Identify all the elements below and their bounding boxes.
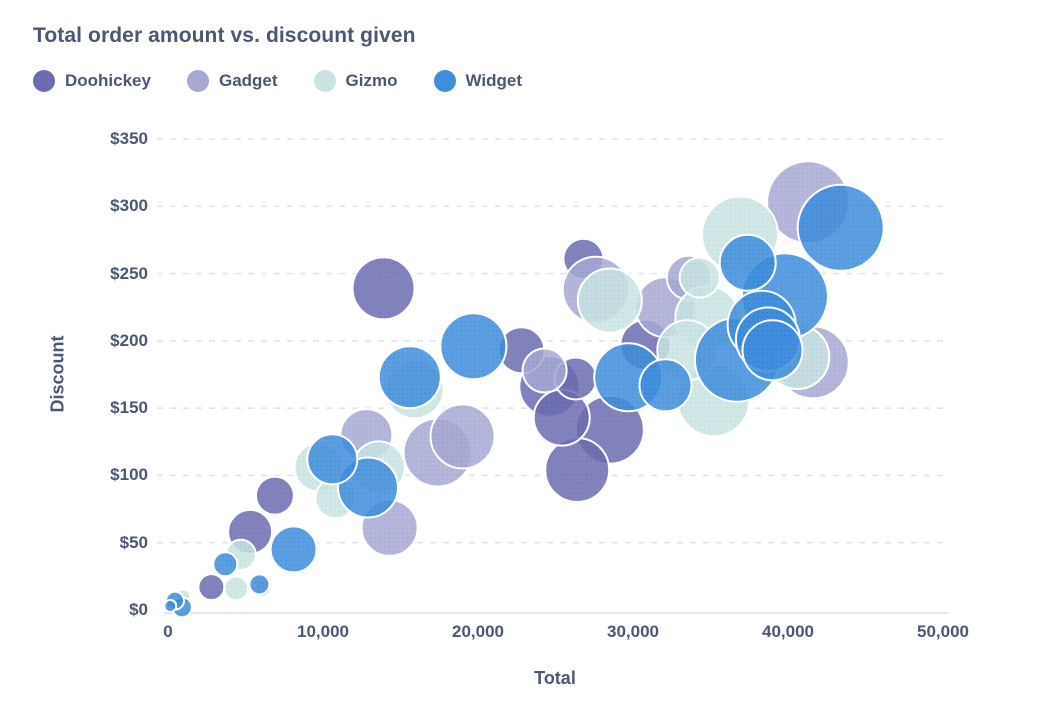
bubble-widget[interactable] bbox=[248, 573, 271, 596]
y-tick-label: $300 bbox=[110, 196, 148, 216]
x-tick-label: 0 bbox=[163, 622, 173, 641]
bubble-widget[interactable] bbox=[377, 345, 442, 410]
legend: Doohickey Gadget Gizmo Widget bbox=[33, 70, 522, 92]
y-tick-label: $50 bbox=[119, 532, 148, 552]
bubble-widget[interactable] bbox=[163, 599, 178, 613]
legend-item-gadget[interactable]: Gadget bbox=[186, 70, 278, 92]
x-tick-label: 10,000 bbox=[297, 622, 349, 641]
bubble-widget[interactable] bbox=[638, 358, 693, 413]
legend-label: Doohickey bbox=[65, 71, 151, 90]
y-tick-label: $200 bbox=[110, 330, 148, 350]
x-tick-label: 30,000 bbox=[607, 622, 659, 641]
y-tick-label: $150 bbox=[110, 398, 148, 418]
bubble-doohickey[interactable] bbox=[197, 573, 226, 602]
bubble-gizmo[interactable] bbox=[223, 575, 250, 602]
bubble-doohickey[interactable] bbox=[351, 256, 416, 321]
x-axis-title: Total bbox=[534, 668, 576, 688]
legend-label: Gizmo bbox=[345, 71, 398, 90]
y-tick-label: $250 bbox=[110, 263, 148, 283]
bubble-widget[interactable] bbox=[796, 183, 885, 272]
y-axis-title: Discount bbox=[47, 335, 68, 413]
legend-item-doohickey[interactable]: Doohickey bbox=[33, 70, 151, 92]
legend-item-widget[interactable]: Widget bbox=[433, 70, 523, 92]
bubble-widget[interactable] bbox=[212, 551, 239, 578]
bubble-widget[interactable] bbox=[741, 319, 804, 382]
y-tick-label: $0 bbox=[129, 600, 148, 619]
bubble-widget[interactable] bbox=[718, 233, 777, 292]
legend-label: Widget bbox=[465, 71, 523, 90]
bubble-gadget[interactable] bbox=[429, 403, 496, 470]
bubble-widget[interactable] bbox=[306, 433, 359, 486]
bubble-widget[interactable] bbox=[269, 525, 318, 574]
bubble-doohickey[interactable] bbox=[544, 437, 611, 503]
widget-swatch-icon bbox=[433, 70, 456, 92]
gadget-swatch-icon bbox=[186, 70, 209, 92]
bubble-widget[interactable] bbox=[439, 312, 508, 381]
legend-item-gizmo[interactable]: Gizmo bbox=[313, 70, 398, 92]
bubble-doohickey[interactable] bbox=[254, 475, 295, 516]
doohickey-swatch-icon bbox=[33, 70, 55, 92]
gizmo-swatch-icon bbox=[313, 70, 336, 92]
x-tick-label: 20,000 bbox=[452, 622, 504, 641]
x-tick-label: 50,000 bbox=[917, 622, 969, 641]
bubble-gizmo[interactable] bbox=[678, 256, 721, 299]
y-tick-label: $100 bbox=[110, 465, 148, 485]
x-tick-label: 40,000 bbox=[762, 622, 814, 641]
y-tick-label: $350 bbox=[110, 129, 148, 148]
chart-title: Total order amount vs. discount given bbox=[33, 24, 416, 47]
legend-label: Gadget bbox=[218, 71, 278, 90]
bubble-gizmo[interactable] bbox=[576, 267, 643, 334]
bubble-gadget[interactable] bbox=[521, 347, 568, 394]
